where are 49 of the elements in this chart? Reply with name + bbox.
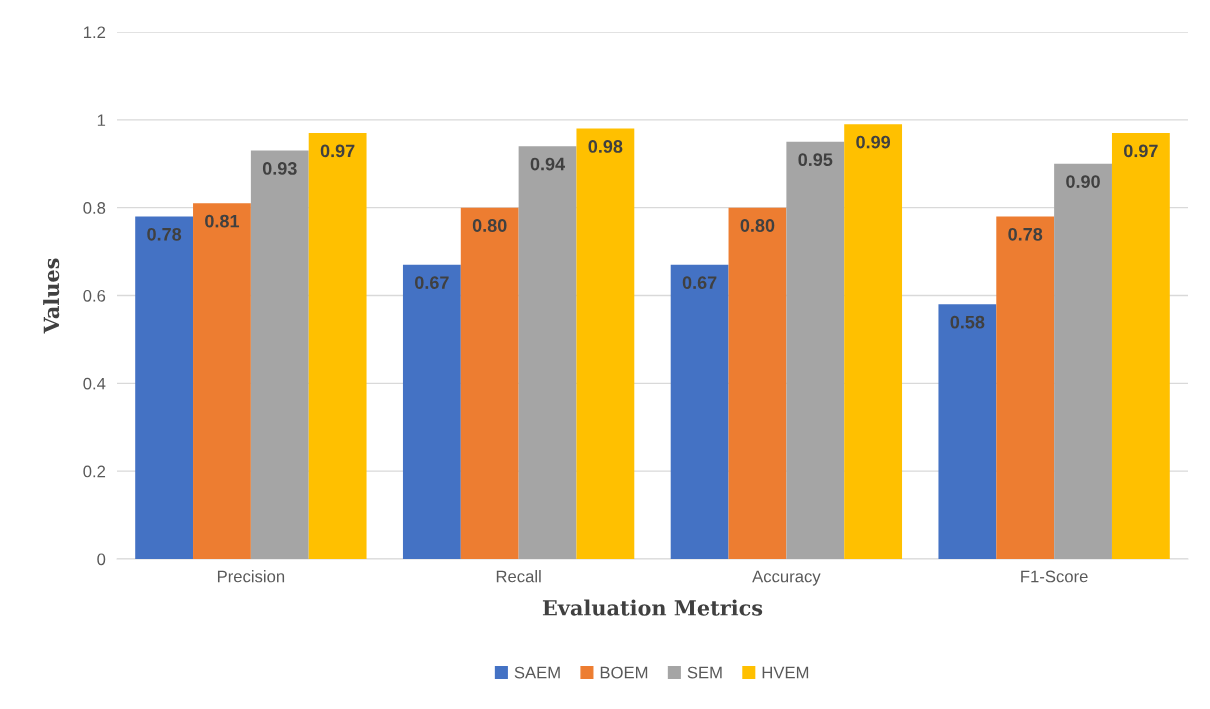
data-label: 0.78 [147, 227, 182, 241]
bar [938, 304, 997, 559]
legend-label: SAEM [514, 666, 560, 679]
legend-label: HVEM [762, 666, 809, 679]
y-axis-title: Values [43, 258, 60, 334]
legend-label: SEM [687, 666, 722, 679]
data-label: 0.90 [1066, 175, 1100, 188]
bar [670, 264, 729, 559]
x-axis-title: Evaluation Metrics [542, 599, 763, 616]
data-label: 0.67 [415, 276, 449, 289]
bar [460, 207, 519, 559]
data-label: 0.80 [472, 219, 507, 232]
x-tick-label: Precision [217, 570, 285, 583]
x-tick-label: F1-Score [1021, 570, 1088, 583]
y-tick-label: 0.6 [83, 289, 106, 302]
data-label: 0.94 [530, 157, 566, 171]
bar [576, 128, 635, 559]
data-label: 0.98 [588, 140, 623, 153]
y-tick-label: 0.8 [83, 202, 106, 214]
y-tick-label: 0 [97, 553, 106, 566]
bar [308, 133, 367, 559]
bar [728, 207, 787, 559]
data-label: 0.58 [950, 315, 985, 329]
data-label: 0.99 [856, 135, 891, 149]
bar [996, 216, 1055, 559]
x-tick-label: Recall [496, 570, 541, 583]
bar [518, 146, 577, 559]
bar [1054, 163, 1112, 559]
y-tick-label: 0.2 [83, 465, 106, 478]
data-label: 0.93 [262, 162, 297, 175]
bar [786, 141, 845, 559]
data-label: 0.97 [1124, 144, 1158, 158]
data-label: 0.81 [205, 214, 240, 228]
y-tick-label: 0.4 [83, 377, 106, 390]
y-tick-label: 1 [97, 114, 106, 126]
data-label: 0.78 [1008, 227, 1043, 241]
data-label: 0.67 [682, 276, 717, 289]
bar [1111, 133, 1170, 559]
data-label: 0.97 [320, 144, 355, 158]
data-label: 0.95 [798, 153, 833, 167]
data-label: 0.80 [740, 219, 775, 232]
y-tick-label: 1.2 [83, 26, 106, 39]
x-tick-label: Accuracy [752, 570, 821, 586]
legend-label: BOEM [600, 666, 648, 679]
bar [193, 203, 251, 559]
bar [135, 216, 194, 559]
bar [250, 150, 309, 559]
bar [844, 124, 903, 559]
bar [402, 264, 461, 559]
